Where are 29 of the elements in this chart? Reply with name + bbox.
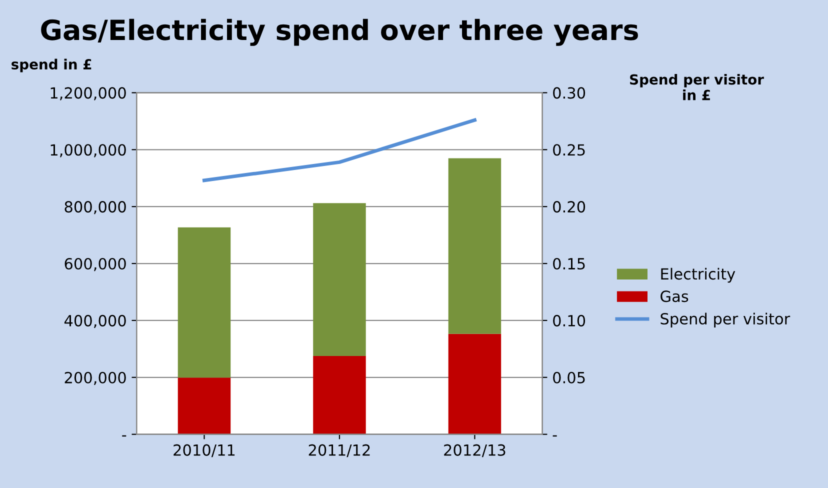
y-tick-label: 200,000 [64,372,126,385]
bar [448,158,502,334]
y2-tick-label: - [552,435,557,437]
y2-tick-label: 0.05 [553,372,585,384]
y-tick-label: 800,000 [64,201,126,214]
y-tick-label: - [122,435,126,437]
x-tick-label: 2012/13 [444,444,506,458]
bar [448,334,502,434]
y2-tick-label: 0.10 [553,314,586,326]
bar [313,356,366,434]
y-tick-label: 1,200,000 [50,87,126,100]
legend-label: Spend per visitor [660,312,790,328]
legend-label: Electricity [661,268,736,283]
y-tick-label: 1,000,000 [50,144,126,158]
x-tick-label: 2011/12 [308,444,370,458]
y2-tick-label: 0.25 [553,144,585,156]
y2-tick-label: 0.15 [553,258,585,270]
y2-tick-label: 0.20 [553,201,586,213]
y-tick-label: 600,000 [64,258,126,272]
y-tick-label: 400,000 [64,314,126,328]
chart-title: Gas/Electricity spend over three years [41,18,638,46]
legend-label: Gas [660,290,688,302]
bar [313,203,366,356]
y2-axis-title: Spend per visitor in £ [630,74,764,100]
x-tick-label: 2010/11 [174,444,235,458]
bar [178,227,231,378]
y2-tick-label: 0.30 [553,87,586,99]
bar [178,378,231,434]
y-axis-title: spend in £ [12,58,92,72]
